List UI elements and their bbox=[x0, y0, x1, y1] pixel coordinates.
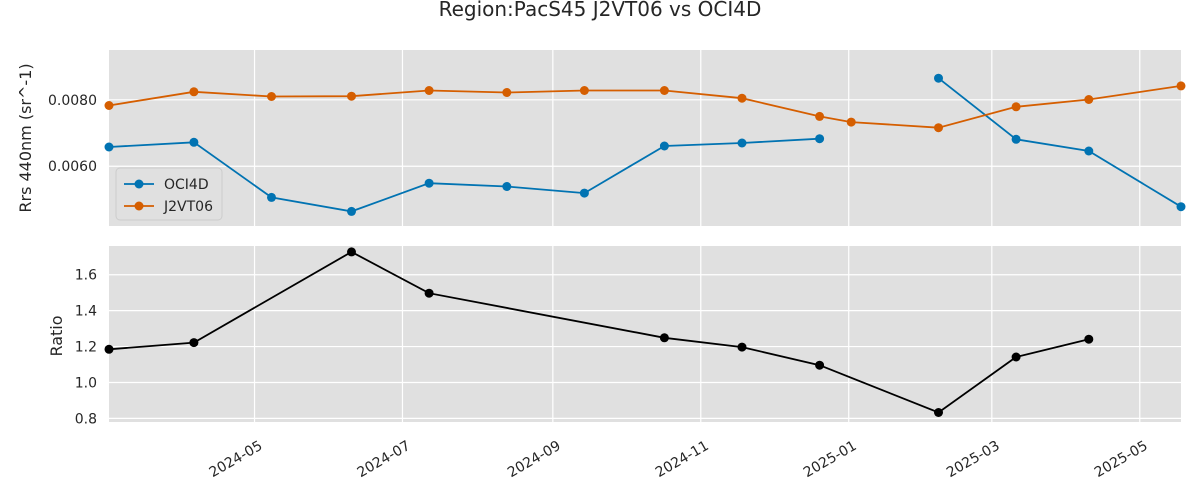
bottom-data-point bbox=[1084, 334, 1094, 344]
legend: OCI4D J2VT06 bbox=[115, 167, 223, 221]
bottom-data-point bbox=[737, 342, 747, 352]
bottom-panel: 0.81.01.21.41.6 Ratio 2024-05 2024-07 2024… bbox=[47, 246, 1181, 481]
top-y-tick-label: 0.0060 bbox=[48, 159, 97, 175]
top-data-point bbox=[737, 93, 747, 103]
bottom-y-tick-label: 1.0 bbox=[75, 375, 97, 391]
top-data-point bbox=[189, 87, 199, 97]
top-data-point bbox=[1084, 95, 1094, 104]
top-data-point bbox=[1084, 146, 1094, 156]
bottom-y-tick-label: 1.2 bbox=[75, 340, 97, 356]
top-data-point bbox=[846, 117, 856, 127]
top-data-point bbox=[579, 86, 589, 95]
top-data-point bbox=[1011, 102, 1021, 112]
top-data-point bbox=[502, 88, 512, 97]
top-data-point bbox=[815, 134, 825, 144]
bottom-series-line-ratio bbox=[108, 250, 1090, 414]
x-tick-label: 2024-11 bbox=[653, 438, 712, 481]
top-series-line-oci4d bbox=[108, 137, 820, 213]
top-plot-area bbox=[109, 50, 1181, 226]
top-data-point bbox=[424, 86, 434, 95]
top-y-axis-label: Rrs 440nm (sr^-1) bbox=[16, 63, 35, 212]
top-y-tick-labels: 0.0060 0.0080 bbox=[48, 93, 97, 175]
x-tick-label: 2025-03 bbox=[944, 438, 1003, 481]
chart-title: Region:PacS45 J2VT06 vs OCI4D bbox=[439, 0, 762, 21]
top-series bbox=[104, 73, 1186, 216]
x-tick-label: 2024-07 bbox=[355, 438, 414, 481]
bottom-y-axis-label: Ratio bbox=[47, 315, 66, 356]
top-data-point bbox=[347, 91, 356, 101]
top-data-point bbox=[1011, 134, 1021, 144]
bottom-y-tick-labels: 0.8 1.0 1.2 1.4 1.6 bbox=[75, 268, 97, 428]
bottom-data-point bbox=[347, 247, 356, 257]
bottom-data-point bbox=[815, 360, 825, 370]
bottom-data-point bbox=[934, 408, 943, 417]
top-gridlines bbox=[109, 50, 1181, 226]
x-tick-label: 2024-09 bbox=[505, 438, 564, 481]
top-data-point bbox=[104, 101, 114, 110]
top-data-point bbox=[502, 182, 512, 191]
top-data-point bbox=[1176, 202, 1186, 212]
x-tick-label: 2025-01 bbox=[801, 438, 860, 481]
bottom-data-point bbox=[659, 333, 669, 343]
legend-marker-oci4d bbox=[134, 179, 144, 189]
top-data-point bbox=[737, 138, 747, 148]
x-tick-label: 2024-05 bbox=[207, 438, 266, 481]
x-tick-label: 2025-05 bbox=[1092, 438, 1151, 481]
legend-label-j2vt06: J2VT06 bbox=[163, 199, 213, 215]
top-panel: 0.0060 0.0080 Rrs 440nm (sr^-1) OCI4D J2V… bbox=[16, 50, 1186, 226]
top-data-point bbox=[424, 178, 434, 188]
top-data-point bbox=[267, 92, 276, 101]
top-series-line-oci4d bbox=[937, 77, 1182, 208]
bottom-data-point bbox=[104, 344, 114, 354]
top-data-point bbox=[189, 137, 199, 147]
bottom-series bbox=[104, 247, 1094, 417]
top-data-point bbox=[659, 141, 669, 151]
bottom-data-point bbox=[1011, 352, 1021, 362]
top-data-point bbox=[659, 86, 669, 95]
legend-marker-j2vt06 bbox=[134, 201, 144, 211]
bottom-data-point bbox=[424, 288, 434, 298]
top-data-point bbox=[579, 188, 589, 198]
bottom-y-tick-label: 1.4 bbox=[75, 304, 97, 320]
top-data-point bbox=[267, 192, 276, 202]
bottom-gridlines bbox=[109, 246, 1181, 422]
top-data-point bbox=[934, 123, 943, 133]
top-y-tick-label: 0.0080 bbox=[48, 93, 97, 109]
top-data-point bbox=[104, 142, 114, 152]
top-data-point bbox=[347, 206, 356, 216]
bottom-y-tick-label: 0.8 bbox=[75, 411, 97, 427]
bottom-data-point bbox=[189, 338, 199, 348]
top-data-point bbox=[934, 73, 943, 83]
legend-label-oci4d: OCI4D bbox=[164, 177, 209, 193]
bottom-y-tick-label: 1.6 bbox=[75, 268, 97, 284]
top-data-point bbox=[815, 111, 825, 121]
top-data-point bbox=[1176, 81, 1186, 91]
x-tick-labels: 2024-05 2024-07 2024-09 2024-11 2025-01 2025-… bbox=[207, 438, 1151, 481]
